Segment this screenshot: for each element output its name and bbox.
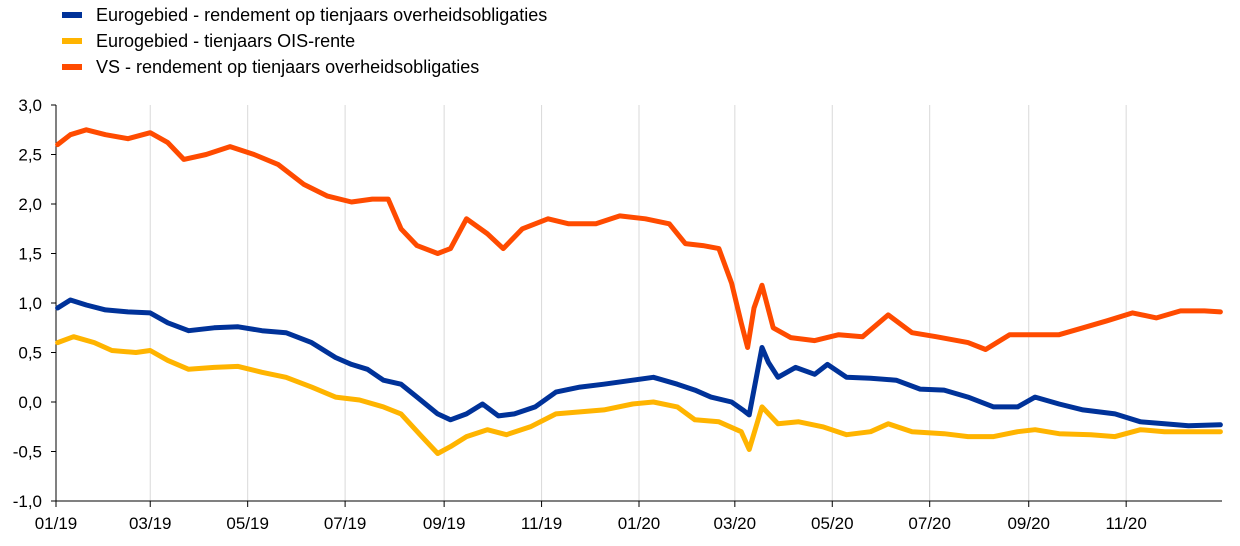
axes [51, 104, 1222, 507]
legend: Eurogebied - rendement op tienjaars over… [62, 2, 547, 80]
legend-label-us-govt: VS - rendement op tienjaars overheidsobl… [96, 56, 480, 77]
legend-swatch-euro-ois [62, 38, 82, 44]
x-tick-label: 07/19 [324, 514, 367, 533]
x-tick-label: 01/20 [618, 514, 661, 533]
x-tick-label: 11/20 [1106, 514, 1147, 533]
x-tick-label: 03/19 [129, 514, 172, 533]
y-tick-label: -0,5 [13, 443, 42, 462]
legend-item-euro-govt: Eurogebied - rendement op tienjaars over… [62, 2, 547, 28]
x-tick-label: 01/19 [35, 514, 78, 533]
legend-swatch-us-govt [62, 64, 82, 70]
x-tick-label: 09/20 [1007, 514, 1050, 533]
legend-swatch-euro-govt [62, 12, 82, 18]
x-tick-label: 05/19 [226, 514, 269, 533]
y-tick-label: 3,0 [18, 96, 42, 115]
grid-lines [149, 105, 1127, 501]
x-tick-label: 05/20 [811, 514, 854, 533]
x-tick-label: 11/19 [521, 514, 562, 533]
us-govt-yield-line [55, 127, 1223, 352]
y-tick-label: 1,5 [18, 245, 42, 264]
x-tick-label: 07/20 [908, 514, 951, 533]
legend-item-euro-ois: Eurogebied - tienjaars OIS-rente [62, 28, 547, 54]
y-tick-labels: 3,0 2,5 2,0 1,5 1,0 0,5 0,0 -0,5 -1,0 [13, 96, 42, 511]
euro-ois-rate-line [55, 334, 1223, 456]
y-tick-label: 2,0 [18, 195, 42, 214]
legend-label-euro-ois: Eurogebied - tienjaars OIS-rente [96, 30, 356, 51]
y-tick-label: 0,5 [18, 344, 42, 363]
x-tick-label: 09/19 [423, 514, 466, 533]
y-tick-label: -1,0 [13, 492, 42, 511]
series-lines [55, 127, 1223, 456]
x-tick-labels: 01/19 03/19 05/19 07/19 09/19 11/19 01/20 03/20… [35, 514, 1147, 533]
y-tick-label: 1,0 [18, 294, 42, 313]
euro-govt-yield-line [55, 297, 1223, 429]
legend-item-us-govt: VS - rendement op tienjaars overheidsobl… [62, 54, 547, 80]
x-tick-label: 03/20 [714, 514, 757, 533]
legend-label-euro-govt: Eurogebied - rendement op tienjaars over… [96, 4, 548, 25]
y-tick-label: 2,5 [18, 146, 42, 165]
y-tick-label: 0,0 [18, 393, 42, 412]
